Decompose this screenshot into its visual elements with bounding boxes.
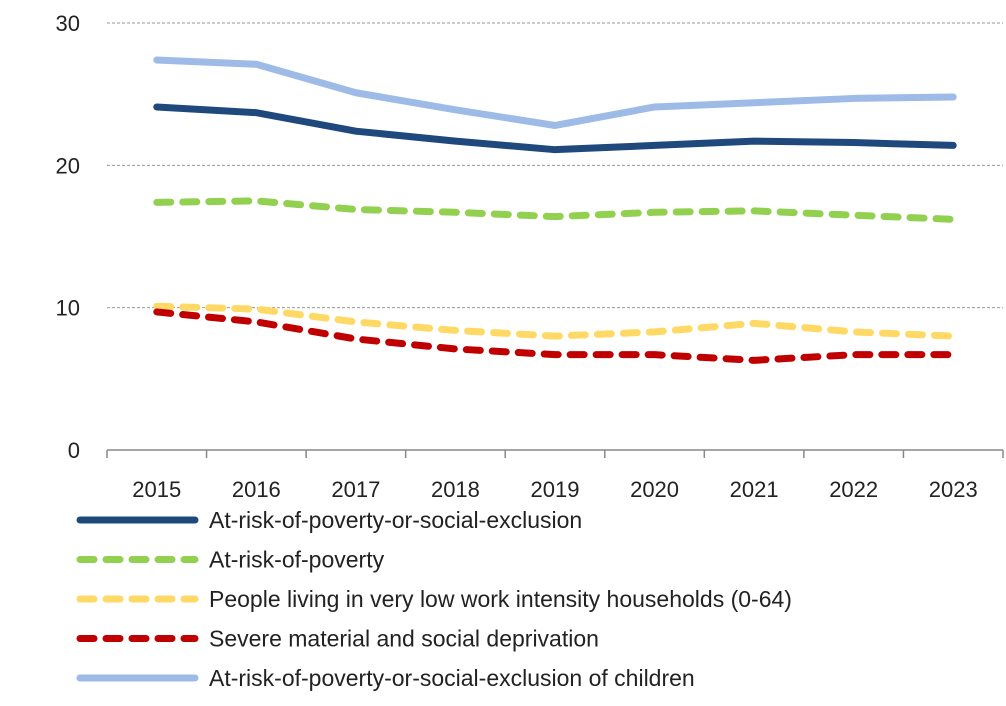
x-tick-label: 2019: [531, 477, 580, 502]
legend-label-4: At-risk-of-poverty-or-social-exclusion o…: [209, 665, 695, 691]
legend-label-3: Severe material and social deprivation: [209, 626, 599, 652]
x-tick-label: 2017: [331, 477, 380, 502]
y-tick-label: 10: [56, 296, 80, 321]
x-tick-label: 2018: [431, 477, 480, 502]
x-tick-label: 2015: [132, 477, 181, 502]
series-line-0: [153, 103, 957, 154]
series-line-1: [153, 197, 957, 223]
legend-label-1: At-risk-of-poverty: [209, 547, 385, 573]
x-tick-label: 2022: [829, 477, 878, 502]
series-line-3: [153, 308, 957, 364]
x-tick-label: 2020: [630, 477, 679, 502]
y-tick-label: 20: [56, 153, 80, 178]
x-tick-label: 2023: [929, 477, 978, 502]
y-tick-label: 0: [68, 438, 80, 463]
y-tick-label: 30: [56, 11, 80, 36]
x-tick-label: 2016: [232, 477, 281, 502]
x-tick-label: 2021: [730, 477, 779, 502]
legend-label-0: At-risk-of-poverty-or-social-exclusion: [209, 507, 582, 533]
legend-label-2: People living in very low work intensity…: [209, 586, 792, 612]
series-line-4: [153, 56, 957, 129]
series-line-2: [153, 302, 957, 340]
